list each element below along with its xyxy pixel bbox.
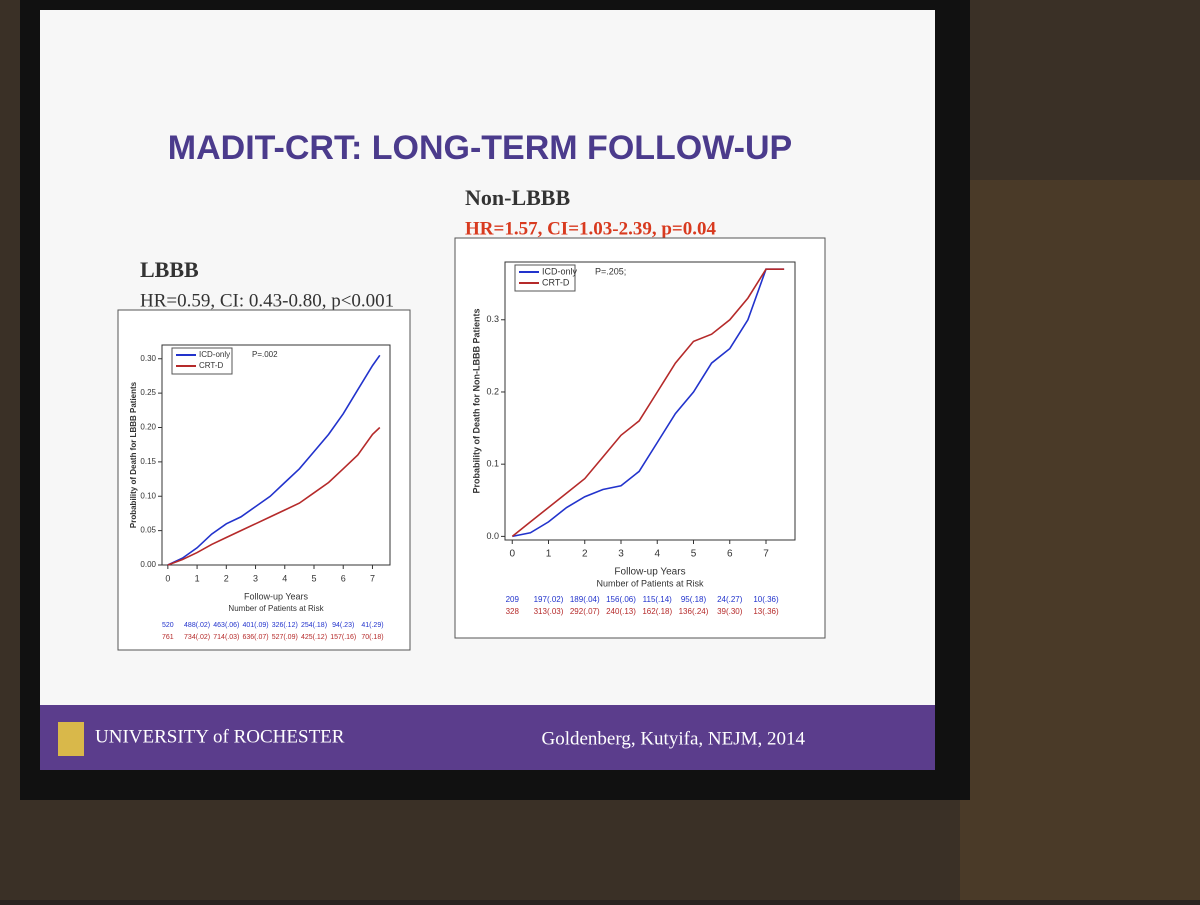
y-tick-label: 0.05 <box>140 526 156 535</box>
chart-subtitle: HR=1.57, CI=1.03-2.39, p=0.04 <box>465 218 716 239</box>
x-tick-label: 5 <box>691 549 697 560</box>
y-axis-label: Probability of Death for LBBB Patients <box>129 381 138 528</box>
y-axis-label: Probability of Death for Non-LBBB Patien… <box>471 308 481 493</box>
risk-cell: 425(.12) <box>301 634 327 641</box>
risk-cell: 136(.24) <box>679 607 709 616</box>
x-axis-label: Follow-up Years <box>614 567 685 578</box>
risk-cell: 714(.03) <box>213 634 239 641</box>
x-tick-label: 2 <box>582 549 588 560</box>
x-tick-label: 7 <box>370 573 375 583</box>
x-tick-label: 5 <box>311 573 316 583</box>
annotation: P=.205; <box>595 266 626 276</box>
risk-cell: 41(.29) <box>361 622 383 629</box>
y-tick-label: 0.00 <box>140 560 156 569</box>
y-tick-label: 0.25 <box>140 388 156 397</box>
x-tick-label: 0 <box>165 573 170 583</box>
footer-left: UNIVERSITY of ROCHESTER <box>95 726 345 747</box>
risk-cell: 313(.03) <box>534 607 564 616</box>
x-tick-label: 2 <box>224 573 229 583</box>
risk-table-title: Number of Patients at Risk <box>596 578 704 588</box>
y-tick-label: 0.0 <box>486 531 499 541</box>
risk-cell: 95(.18) <box>681 595 707 604</box>
panel-box <box>117 309 411 651</box>
risk-cell: 734(.02) <box>184 634 210 641</box>
risk-cell: 488(.02) <box>184 622 210 629</box>
curtain <box>960 180 1200 900</box>
y-tick-label: 0.30 <box>140 354 156 363</box>
chart-title: LBBB <box>140 257 199 282</box>
panel-box <box>454 237 826 639</box>
legend-label: CRT-D <box>542 277 570 287</box>
x-axis-label: Follow-up Years <box>244 591 309 601</box>
risk-cell: 209 <box>506 595 520 604</box>
risk-cell: 328 <box>506 607 520 616</box>
legend-label: ICD-only <box>199 350 230 359</box>
risk-cell: 254(.18) <box>301 622 327 629</box>
risk-cell: 401(.09) <box>242 622 268 629</box>
chart-subtitle: HR=0.59, CI: 0.43-0.80, p<0.001 <box>140 290 394 311</box>
y-tick-label: 0.10 <box>140 491 156 500</box>
risk-cell: 761 <box>162 634 174 641</box>
x-tick-label: 7 <box>763 549 769 560</box>
risk-cell: 70(.18) <box>361 634 383 641</box>
legend-label: CRT-D <box>199 361 224 370</box>
risk-cell: 189(.04) <box>570 595 600 604</box>
risk-cell: 240(.13) <box>606 607 636 616</box>
plot-area <box>504 261 796 541</box>
risk-cell: 115(.14) <box>643 595 673 604</box>
footer-bar <box>40 705 935 770</box>
annotation: P=.002 <box>252 350 278 359</box>
risk-cell: 156(.06) <box>606 595 636 604</box>
x-tick-label: 3 <box>618 549 624 560</box>
series-line <box>511 268 785 538</box>
footer-right: Goldenberg, Kutyifa, NEJM, 2014 <box>541 728 805 749</box>
risk-cell: 162(.18) <box>642 607 672 616</box>
series-line <box>512 268 785 538</box>
risk-cell: 463(.06) <box>213 622 239 629</box>
y-tick-label: 0.20 <box>140 423 156 432</box>
risk-table-title: Number of Patients at Risk <box>228 604 324 613</box>
x-tick-label: 4 <box>282 573 287 583</box>
risk-cell: 636(.07) <box>242 634 268 641</box>
chart-title: Non-LBBB <box>465 185 570 210</box>
legend-label: ICD-only <box>542 266 578 276</box>
slide-title: MADIT-CRT: LONG-TERM FOLLOW-UP <box>168 129 792 167</box>
x-tick-label: 6 <box>341 573 346 583</box>
risk-cell: 39(.30) <box>717 607 743 616</box>
x-tick-label: 1 <box>195 573 200 583</box>
series-line <box>167 354 381 566</box>
x-tick-label: 3 <box>253 573 258 583</box>
risk-cell: 157(.16) <box>330 634 356 641</box>
legend-box <box>514 264 576 292</box>
risk-cell: 292(.07) <box>570 607 600 616</box>
risk-cell: 94(.23) <box>332 622 354 629</box>
x-tick-label: 0 <box>509 549 515 560</box>
x-tick-label: 6 <box>727 549 733 560</box>
series-line <box>167 426 381 566</box>
logo <box>58 722 84 756</box>
plot-area <box>161 344 391 566</box>
legend-box <box>171 347 233 375</box>
risk-cell: 527(.09) <box>272 634 298 641</box>
y-tick-label: 0.1 <box>486 459 499 469</box>
risk-cell: 13(.36) <box>753 607 779 616</box>
risk-cell: 326(.12) <box>272 622 298 629</box>
x-tick-label: 4 <box>654 549 660 560</box>
y-tick-label: 0.15 <box>140 457 156 466</box>
risk-cell: 10(.36) <box>753 595 779 604</box>
risk-cell: 520 <box>162 622 174 629</box>
y-tick-label: 0.3 <box>486 314 499 324</box>
risk-cell: 197(.02) <box>534 595 564 604</box>
y-tick-label: 0.2 <box>486 386 499 396</box>
risk-cell: 24(.27) <box>717 595 743 604</box>
x-tick-label: 1 <box>546 549 552 560</box>
